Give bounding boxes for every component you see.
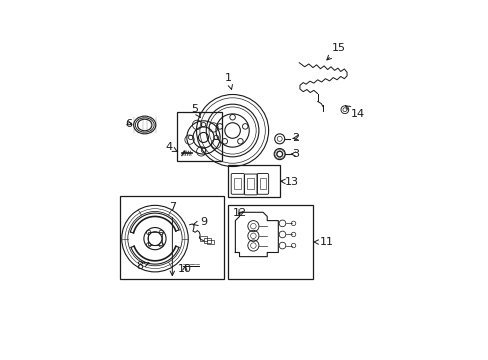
Text: 10: 10 bbox=[178, 264, 192, 274]
Text: 9: 9 bbox=[193, 217, 206, 227]
Bar bbox=[148, 232, 162, 245]
Text: 12: 12 bbox=[232, 208, 246, 218]
Text: 7: 7 bbox=[168, 202, 176, 275]
Bar bbox=[120, 196, 224, 279]
Bar bbox=[228, 204, 312, 279]
Bar bbox=[260, 177, 265, 189]
Text: 5: 5 bbox=[191, 104, 200, 117]
Text: 3: 3 bbox=[291, 149, 299, 159]
Text: 6: 6 bbox=[125, 118, 132, 129]
Text: 1: 1 bbox=[224, 73, 232, 89]
Bar bbox=[247, 178, 254, 189]
Text: 11: 11 bbox=[313, 237, 333, 247]
Text: 13: 13 bbox=[280, 177, 299, 187]
Text: 2: 2 bbox=[292, 133, 299, 143]
Bar bbox=[234, 177, 241, 189]
Bar bbox=[207, 240, 213, 244]
Text: 4: 4 bbox=[165, 142, 177, 152]
Text: 15: 15 bbox=[326, 43, 346, 60]
Text: 14: 14 bbox=[345, 106, 365, 119]
Bar bbox=[177, 112, 221, 161]
Bar bbox=[204, 238, 210, 243]
Bar bbox=[228, 165, 279, 197]
Text: 8: 8 bbox=[136, 261, 148, 271]
Bar bbox=[200, 237, 206, 241]
